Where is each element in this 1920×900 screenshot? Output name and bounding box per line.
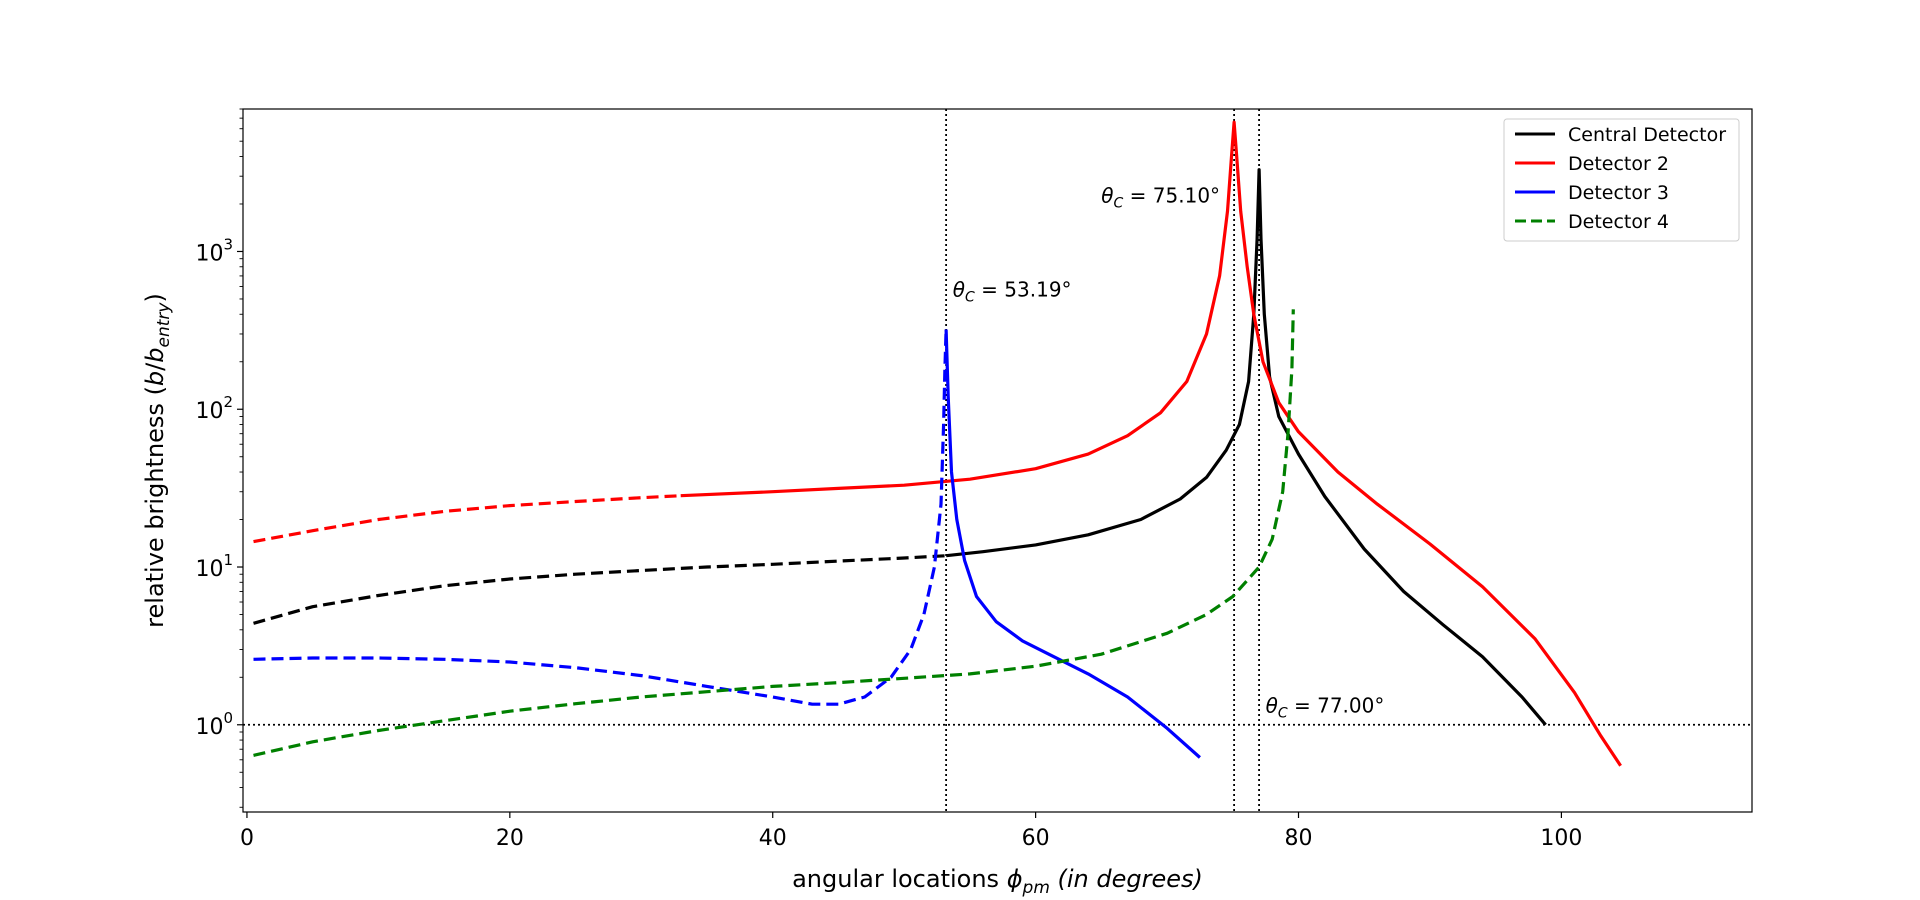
series-line-detector-3-solid: [944, 329, 1201, 759]
series-line-detector-4-dashed: [253, 309, 1295, 757]
legend-label-detector-2: Detector 2: [1568, 153, 1669, 175]
series-line-detector-2-solid: [680, 120, 1622, 767]
annotation-critical-angle-75: θC = 75.10°: [1101, 183, 1220, 211]
legend-label-detector-3: Detector 3: [1568, 182, 1669, 204]
x-tick-label: 100: [1540, 826, 1582, 851]
x-tick-label: 60: [1022, 826, 1050, 851]
series-line-central-detector-solid: [946, 168, 1547, 726]
y-tick-label: 102: [195, 393, 233, 424]
y-tick-label: 100: [195, 709, 233, 740]
x-tick-label: 40: [759, 826, 787, 851]
axes-frame: [242, 108, 1753, 813]
series-line-detector-2-dashed: [253, 494, 681, 544]
y-tick-label: 103: [195, 235, 233, 266]
plot-area: [243, 109, 1752, 812]
legend-box: [1503, 118, 1740, 242]
x-axis-label: angular locations ϕpm (in degrees): [792, 865, 1203, 898]
x-tick-label: 80: [1285, 826, 1313, 851]
series-line-detector-3-dashed: [253, 329, 948, 706]
axis-ticks: 0 20 40 60 80 100 100 101 102 103: [195, 108, 1582, 851]
legend-label-central-detector: Central Detector: [1568, 124, 1726, 146]
y-tick-label: 101: [195, 551, 233, 582]
legend-label-detector-4: Detector 4: [1568, 211, 1669, 233]
series-line-central-detector-dashed: [253, 554, 947, 625]
reference-lines: [243, 109, 1752, 812]
y-axis-label: relative brightness (b/bentry): [141, 293, 174, 628]
legend: Central Detector Detector 2 Detector 3 D…: [1503, 118, 1740, 242]
x-tick-label: 20: [496, 826, 524, 851]
annotation-critical-angle-77: θC = 77.00°: [1266, 693, 1385, 721]
series-group: [253, 120, 1622, 767]
annotation-critical-angle-53: θC = 53.19°: [953, 277, 1072, 305]
x-tick-label: 0: [240, 826, 254, 851]
